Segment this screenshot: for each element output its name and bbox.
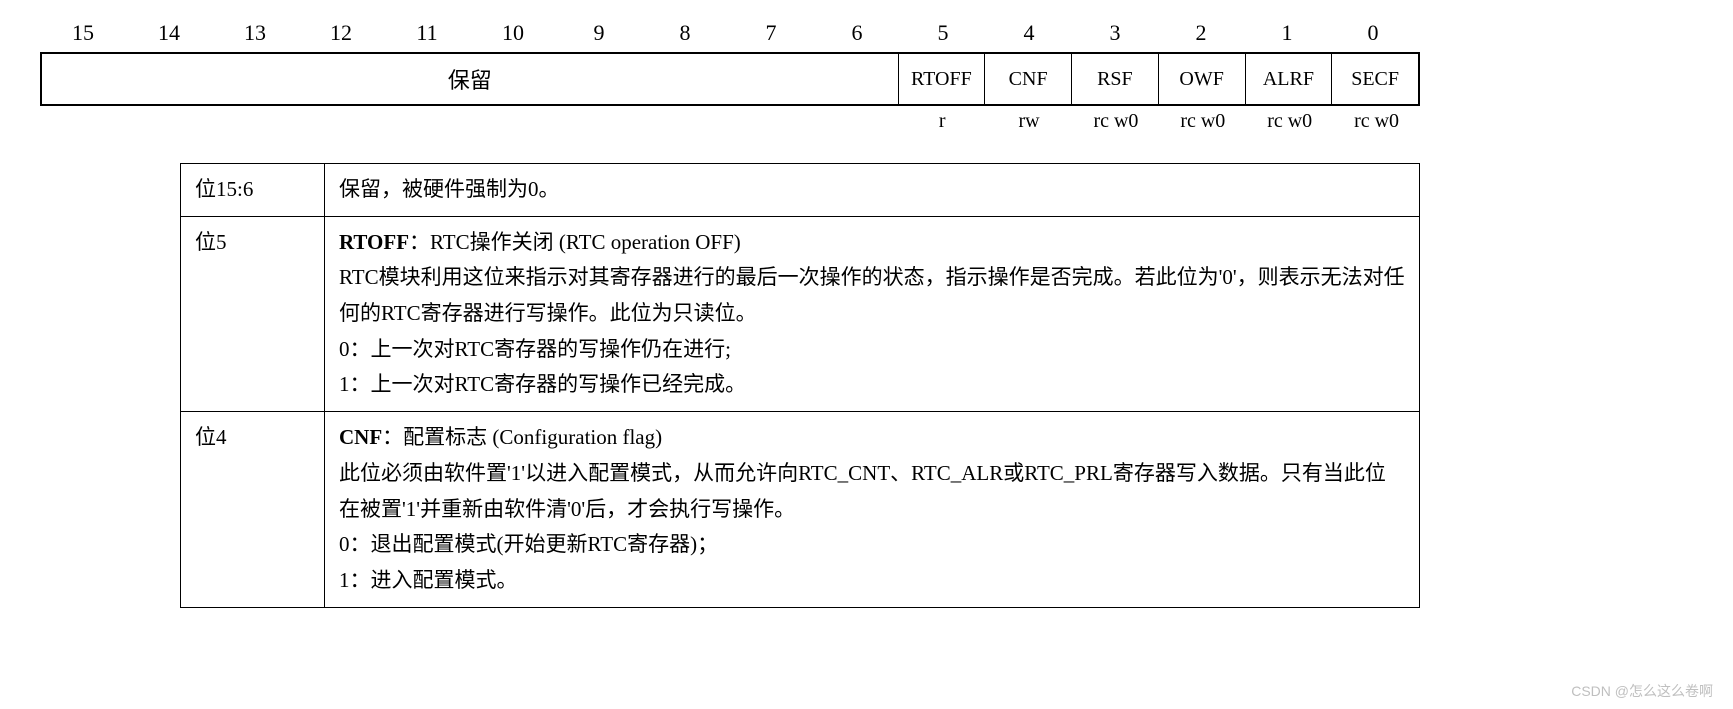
bit-number: 8 xyxy=(642,20,728,52)
description-text: RTC模块利用这位来指示对其寄存器进行的最后一次操作的状态，指示操作是否完成。若… xyxy=(339,265,1405,325)
field-name: CNF xyxy=(339,425,382,449)
access-label: rc w0 xyxy=(1073,110,1160,133)
bit-number: 14 xyxy=(126,20,212,52)
bit-cell-rsf: RSF xyxy=(1072,54,1159,104)
access-label: rw xyxy=(986,110,1073,133)
bit-number: 5 xyxy=(900,20,986,52)
access-label: rc w0 xyxy=(1159,110,1246,133)
bit-number: 2 xyxy=(1158,20,1244,52)
description-text: 0：上一次对RTC寄存器的写操作仍在进行; xyxy=(339,337,731,361)
bit-range-cell: 位15:6 xyxy=(181,164,325,217)
access-label: rc w0 xyxy=(1246,110,1333,133)
description-table: 位15:6 保留，被硬件强制为0。 位5 RTOFF：RTC操作关闭 (RTC … xyxy=(180,163,1420,608)
bit-cell-owf: OWF xyxy=(1159,54,1246,104)
bit-range-cell: 位4 xyxy=(181,412,325,607)
description-cell: CNF：配置标志 (Configuration flag) 此位必须由软件置'1… xyxy=(325,412,1420,607)
bit-number: 6 xyxy=(814,20,900,52)
access-label: r xyxy=(899,110,986,133)
bit-number: 12 xyxy=(298,20,384,52)
bit-number: 9 xyxy=(556,20,642,52)
bit-number-row: 15 14 13 12 11 10 9 8 7 6 5 4 3 2 1 0 xyxy=(40,20,1420,52)
register-bit-diagram: 15 14 13 12 11 10 9 8 7 6 5 4 3 2 1 0 保留… xyxy=(40,20,1420,133)
bit-number: 4 xyxy=(986,20,1072,52)
bit-number: 1 xyxy=(1244,20,1330,52)
description-cell: RTOFF：RTC操作关闭 (RTC operation OFF) RTC模块利… xyxy=(325,216,1420,411)
bit-cell-secf: SECF xyxy=(1332,54,1418,104)
bit-number: 11 xyxy=(384,20,470,52)
description-text: 0：退出配置模式(开始更新RTC寄存器)； xyxy=(339,532,718,556)
description-text: 1：进入配置模式。 xyxy=(339,568,518,592)
description-text: 此位必须由软件置'1'以进入配置模式，从而允许向RTC_CNT、RTC_ALR或… xyxy=(339,461,1386,521)
bit-range-cell: 位5 xyxy=(181,216,325,411)
bit-cells-row: 保留 RTOFF CNF RSF OWF ALRF SECF xyxy=(40,52,1420,106)
reserved-cell: 保留 xyxy=(42,54,899,104)
bit-number: 15 xyxy=(40,20,126,52)
field-title: ：RTC操作关闭 (RTC operation OFF) xyxy=(409,230,741,254)
bit-cell-rtoff: RTOFF xyxy=(899,54,986,104)
field-name: RTOFF xyxy=(339,230,409,254)
bit-number: 10 xyxy=(470,20,556,52)
bit-cell-cnf: CNF xyxy=(985,54,1072,104)
bit-number: 3 xyxy=(1072,20,1158,52)
description-text: 1：上一次对RTC寄存器的写操作已经完成。 xyxy=(339,372,746,396)
table-row: 位4 CNF：配置标志 (Configuration flag) 此位必须由软件… xyxy=(181,412,1420,607)
bit-access-row: r rw rc w0 rc w0 rc w0 rc w0 xyxy=(40,110,1420,133)
bit-number: 7 xyxy=(728,20,814,52)
watermark-text: CSDN @怎么这么卷啊 xyxy=(1571,681,1713,701)
field-title: ：配置标志 (Configuration flag) xyxy=(382,425,662,449)
access-label: rc w0 xyxy=(1333,110,1420,133)
description-cell: 保留，被硬件强制为0。 xyxy=(325,164,1420,217)
description-text: 保留，被硬件强制为0。 xyxy=(339,177,560,201)
table-row: 位5 RTOFF：RTC操作关闭 (RTC operation OFF) RTC… xyxy=(181,216,1420,411)
bit-number: 0 xyxy=(1330,20,1416,52)
bit-number: 13 xyxy=(212,20,298,52)
access-spacer xyxy=(40,110,899,133)
bit-cell-alrf: ALRF xyxy=(1246,54,1333,104)
table-row: 位15:6 保留，被硬件强制为0。 xyxy=(181,164,1420,217)
